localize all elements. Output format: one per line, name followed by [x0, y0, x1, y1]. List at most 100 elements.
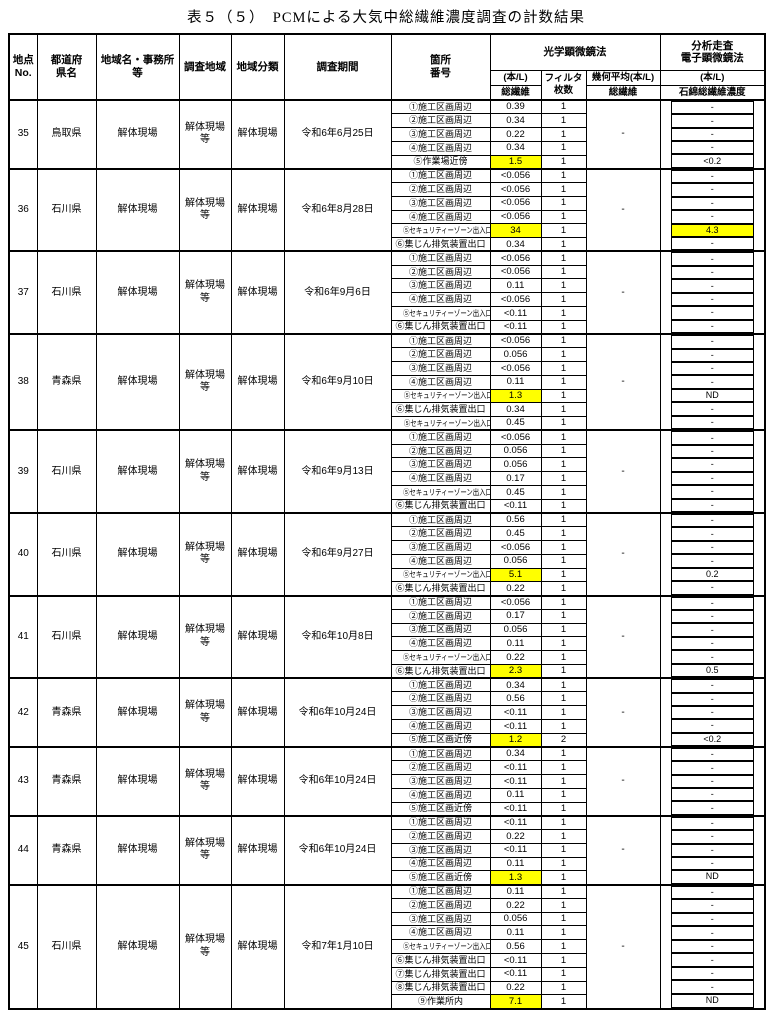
location-cell: ①施工区画周辺: [390, 883, 491, 899]
col-header-om-unit: (本/L): [489, 69, 542, 86]
location-label: ②施工区画周辺: [408, 266, 472, 277]
col-header-filter-count: フィルタ 枚数: [540, 69, 587, 101]
filter-count-cell: 1: [540, 388, 587, 404]
filter-count-cell: 1: [540, 278, 587, 294]
prefecture-cell: 石川県: [36, 594, 97, 679]
location-cell: ①施工区画周辺: [390, 677, 491, 693]
filter-count-cell: 1: [540, 223, 587, 239]
location-label: ④施工区画周辺: [408, 720, 472, 731]
sem-column-cell: - - - -4.3-: [659, 167, 766, 252]
location-cell: ③施工区画周辺: [390, 622, 491, 638]
period-cell: 令和6年8月28日: [283, 167, 392, 252]
location-label: ⑥集じん排気装置出口: [395, 954, 486, 965]
fiber-value-cell: 0.056: [489, 622, 542, 638]
sem-value-box: -: [670, 375, 755, 389]
filter-count-cell: 1: [540, 471, 587, 486]
sem-value-box: -: [670, 306, 755, 320]
location-label: ④施工区画周辺: [408, 376, 472, 387]
filter-count-cell: 1: [540, 140, 587, 156]
filter-count-cell: 1: [540, 209, 587, 225]
period-cell: 令和6年9月6日: [283, 250, 392, 335]
location-cell: ①施工区画周辺: [390, 99, 491, 115]
sem-value-box: -: [670, 485, 755, 499]
fiber-value-cell: 0.34: [489, 113, 542, 129]
fiber-value-cell: <0.056: [489, 594, 542, 610]
filter-count-cell: 1: [540, 305, 587, 321]
site-no-cell: 42: [8, 677, 38, 748]
location-cell: ①施工区画周辺: [390, 511, 491, 528]
filter-count-cell: 1: [540, 650, 587, 665]
filter-count-cell: 1: [540, 484, 587, 500]
location-cell: ④施工区画周辺: [390, 553, 491, 569]
col-header-period: 調査期間: [283, 33, 392, 101]
sem-value-box: -: [670, 623, 755, 637]
fiber-value-cell: 0.56: [489, 511, 542, 528]
location-label: ③施工区画周辺: [408, 459, 472, 470]
sem-value-box: -: [670, 210, 755, 224]
location-label: ②施工区画周辺: [408, 183, 472, 194]
location-cell: ④施工区画周辺: [390, 471, 491, 486]
location-cell: ③施工区画周辺: [390, 540, 491, 555]
survey-area-cell: 解体現場 等: [178, 333, 232, 431]
filter-count-cell: 1: [540, 787, 587, 803]
location-label: ④施工区画周辺: [408, 294, 472, 305]
sem-stack: - - - - <0.2: [661, 101, 764, 168]
location-label: ①施工区画周辺: [408, 432, 472, 442]
sem-value-box: -: [670, 843, 755, 857]
sem-value-box: -: [670, 856, 755, 871]
sem-column-cell: - - - - <0.2: [659, 677, 766, 748]
sem-value-box: -: [670, 761, 755, 775]
fiber-value-cell: 0.11: [489, 925, 542, 941]
col-header-site-no: 地点 No.: [8, 33, 38, 101]
prefecture-cell: 青森県: [36, 745, 97, 817]
filter-count-cell: 1: [540, 939, 587, 954]
area-class-cell: 解体現場: [230, 745, 285, 817]
site-no-cell: 44: [8, 814, 38, 886]
location-cell: ③施工区画周辺: [390, 457, 491, 473]
location-cell: ⑤セキュリティーゾーン出入口: [390, 223, 491, 239]
area-class-cell: 解体現場: [230, 99, 285, 170]
survey-area-cell: 解体現場 等: [178, 814, 232, 886]
location-label: ③施工区画周辺: [408, 197, 472, 208]
period-cell: 令和7年1月10日: [283, 883, 392, 1010]
fiber-value-cell: 0.17: [489, 608, 542, 624]
sem-value-box: -: [670, 141, 755, 155]
location-label: ④施工区画周辺: [408, 789, 472, 800]
filter-count-cell: 1: [540, 636, 587, 652]
location-cell: ⑥集じん排気装置出口: [390, 319, 491, 335]
location-label: ⑥集じん排気装置出口: [395, 500, 486, 511]
geo-mean-cell: -: [585, 333, 661, 431]
filter-count-cell: 1: [540, 113, 587, 129]
prefecture-cell: 石川県: [36, 429, 97, 514]
sem-stack: ------: [661, 432, 764, 512]
fiber-value-cell: 0.34: [489, 677, 542, 693]
location-label: ①施工区画周辺: [408, 101, 472, 112]
location-label: ②施工区画周辺: [408, 445, 472, 456]
location-cell: ①施工区画周辺: [390, 250, 491, 266]
survey-area-cell: 解体現場 等: [178, 429, 232, 514]
location-cell: ①施工区画周辺: [390, 429, 491, 445]
area-class-cell: 解体現場: [230, 167, 285, 252]
area-name-cell: 解体現場: [95, 745, 180, 817]
filter-count-cell: 1: [540, 705, 587, 720]
location-cell: ③施工区画周辺: [390, 361, 491, 376]
sem-value-box: -: [670, 817, 755, 831]
location-cell: ②施工区画周辺: [390, 829, 491, 844]
sem-value-box: -: [670, 114, 755, 128]
sem-value-box: -: [670, 237, 755, 251]
period-cell: 令和6年9月10日: [283, 333, 392, 431]
site-no-cell: 35: [8, 99, 38, 170]
col-header-sem-method: 分析走査 電子顕微鏡法: [659, 33, 766, 71]
location-cell: ⑥集じん排気装置出口: [390, 952, 491, 968]
location-label: ⑥集じん排気装置出口: [395, 582, 486, 593]
fiber-value-cell: <0.056: [489, 264, 542, 280]
filter-count-cell: 1: [540, 801, 587, 817]
filter-count-cell: 1: [540, 361, 587, 376]
fiber-value-cell: 0.11: [489, 883, 542, 899]
fiber-value-cell: <0.11: [489, 966, 542, 982]
survey-area-cell: 解体現場 等: [178, 745, 232, 817]
survey-area-cell: 解体現場 等: [178, 594, 232, 679]
filter-count-cell: 1: [540, 608, 587, 624]
fiber-value-cell: <0.056: [489, 540, 542, 555]
sem-column-cell: ------: [659, 250, 766, 335]
